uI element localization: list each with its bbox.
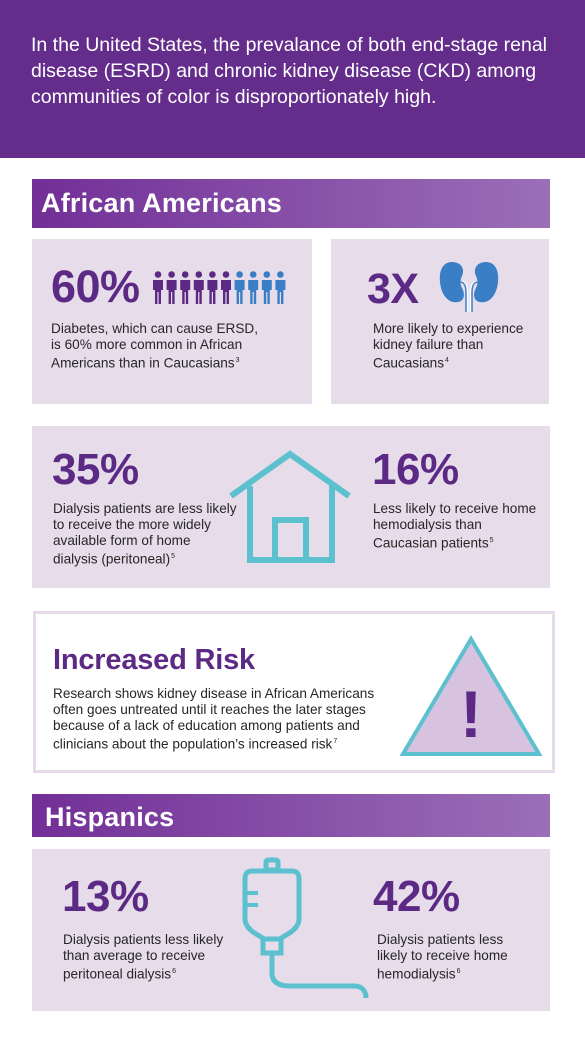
stat-card-diabetes: 60% Diabetes, which can cause ERSD, is 6… bbox=[32, 239, 312, 404]
stat-description-home-hemo: Less likely to receive home hemodialysis… bbox=[373, 501, 537, 551]
stat-value-home-hemo: 16% bbox=[372, 445, 459, 494]
stat-value: 60% bbox=[51, 261, 140, 312]
warning-symbol: ! bbox=[460, 677, 482, 751]
stat-value-peritoneal: 35% bbox=[52, 445, 139, 494]
stat-value: 3X bbox=[367, 265, 419, 313]
person-figure bbox=[261, 271, 272, 304]
person-figure bbox=[180, 271, 191, 304]
house-icon bbox=[229, 450, 351, 563]
people-icon bbox=[153, 271, 286, 304]
person-figure bbox=[248, 271, 259, 304]
person-figure bbox=[221, 271, 231, 304]
stat-description-peritoneal: Dialysis patients are less likely to rec… bbox=[53, 501, 237, 567]
stat-card-hispanics: 13% Dialysis patients less likely than a… bbox=[32, 849, 550, 1011]
person-figure bbox=[207, 271, 218, 304]
kidneys-icon bbox=[439, 262, 499, 312]
stat-value-home-hemo: 42% bbox=[373, 872, 460, 921]
section-header-african-americans: African Americans bbox=[32, 179, 550, 228]
warning-triangle-icon: ! bbox=[399, 635, 543, 756]
stat-description-home-hemo: Dialysis patients less likely to receive… bbox=[377, 932, 508, 982]
risk-title: Increased Risk bbox=[53, 644, 255, 676]
risk-description: Research shows kidney disease in African… bbox=[53, 686, 375, 752]
stat-card-kidney-failure: 3X More likely to experience kidney fail… bbox=[331, 239, 549, 404]
stat-description-peritoneal: Dialysis patients less likely than avera… bbox=[63, 932, 224, 982]
person-figure bbox=[234, 271, 245, 304]
person-figure bbox=[193, 271, 204, 304]
iv-bag-icon bbox=[242, 857, 369, 999]
intro-banner: In the United States, the prevalance of … bbox=[0, 0, 585, 158]
section-header-hispanics: Hispanics bbox=[32, 794, 550, 837]
intro-text: In the United States, the prevalance of … bbox=[31, 34, 548, 108]
person-figure bbox=[275, 271, 286, 304]
stat-description: More likely to experience kidney failure… bbox=[373, 321, 524, 371]
person-figure bbox=[153, 271, 163, 304]
stat-card-home-dialysis: 35% Dialysis patients are less likely to… bbox=[32, 426, 550, 588]
stat-value-peritoneal: 13% bbox=[62, 872, 149, 921]
section-title: African Americans bbox=[41, 188, 282, 218]
increased-risk-callout: Increased Risk Research shows kidney dis… bbox=[33, 611, 555, 773]
section-title: Hispanics bbox=[45, 802, 175, 832]
person-figure bbox=[166, 271, 177, 304]
stat-description: Diabetes, which can cause ERSD, is 60% m… bbox=[51, 321, 259, 371]
